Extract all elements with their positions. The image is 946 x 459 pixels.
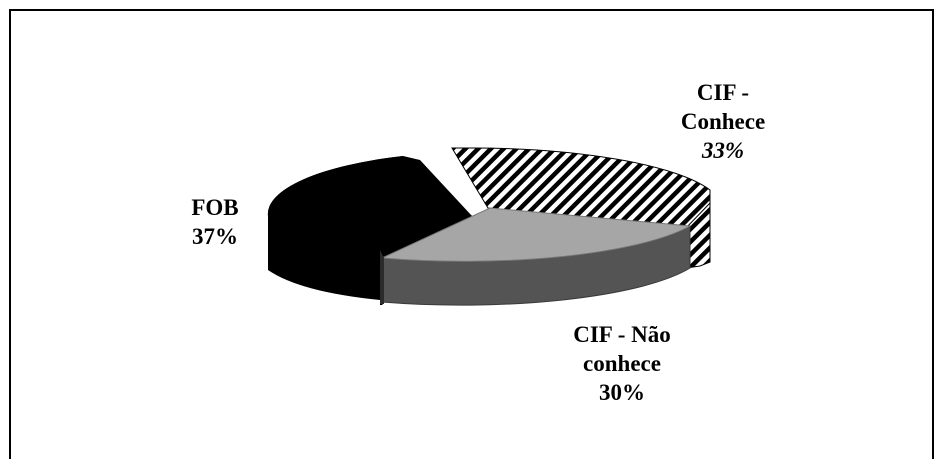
label-cif-conhece: CIF - Conhece 33%	[680, 80, 766, 163]
pie-slice-edge	[380, 250, 384, 304]
pie-slice-cif-conhece	[451, 147, 711, 229]
label-cif-nao-conhece: CIF - Não conhece 30%	[573, 322, 671, 405]
pie-slice-cif-nao-conhece	[380, 207, 692, 262]
chart-frame	[9, 9, 934, 459]
pie-slice-fob	[267, 156, 472, 248]
label-fob: FOB 37%	[191, 195, 239, 249]
